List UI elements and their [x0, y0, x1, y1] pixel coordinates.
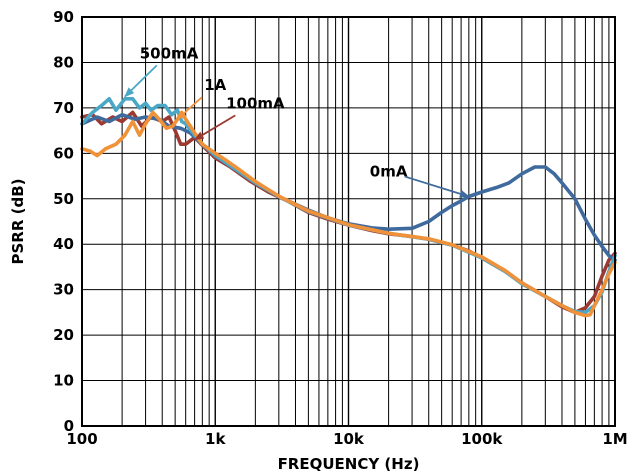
annotation-arrow [404, 175, 470, 198]
y-tick-label: 0 [64, 417, 74, 435]
x-tick-label: 100k [461, 430, 503, 448]
y-tick-label: 30 [53, 281, 74, 299]
y-tick-label: 10 [53, 372, 74, 390]
x-tick-label: 100 [66, 430, 97, 448]
annotation-arrow [193, 114, 236, 141]
y-tick-label: 50 [53, 190, 74, 208]
y-tick-label: 40 [53, 235, 74, 253]
x-axis-title: FREQUENCY (Hz) [278, 455, 420, 473]
x-tick-label: 10k [333, 430, 365, 448]
grid-lines [81, 16, 615, 427]
annotation-label: 1A [204, 76, 226, 94]
annotation-label: 0mA [370, 163, 408, 181]
series-line-1a [80, 110, 617, 318]
y-tick-label: 20 [53, 326, 74, 344]
annotation-label: 100mA [226, 94, 285, 112]
x-tick-label: 1k [205, 430, 226, 448]
y-axis-title: PSRR (dB) [9, 178, 27, 264]
x-tick-label: 1M [602, 430, 627, 448]
series-layer [80, 97, 617, 318]
y-tick-label: 80 [53, 53, 74, 71]
annotation-label: 500mA [140, 44, 199, 62]
y-tick-label: 70 [53, 99, 74, 117]
annotation-arrow [124, 64, 158, 98]
y-tick-label: 90 [53, 8, 74, 26]
annotation-arrow [176, 96, 203, 120]
y-tick-label: 60 [53, 144, 74, 162]
tick-labels: 100 1k 10k 100k 1M 0 10 20 30 40 50 60 70 80 90 [53, 8, 628, 448]
plot-frame [81, 16, 616, 427]
